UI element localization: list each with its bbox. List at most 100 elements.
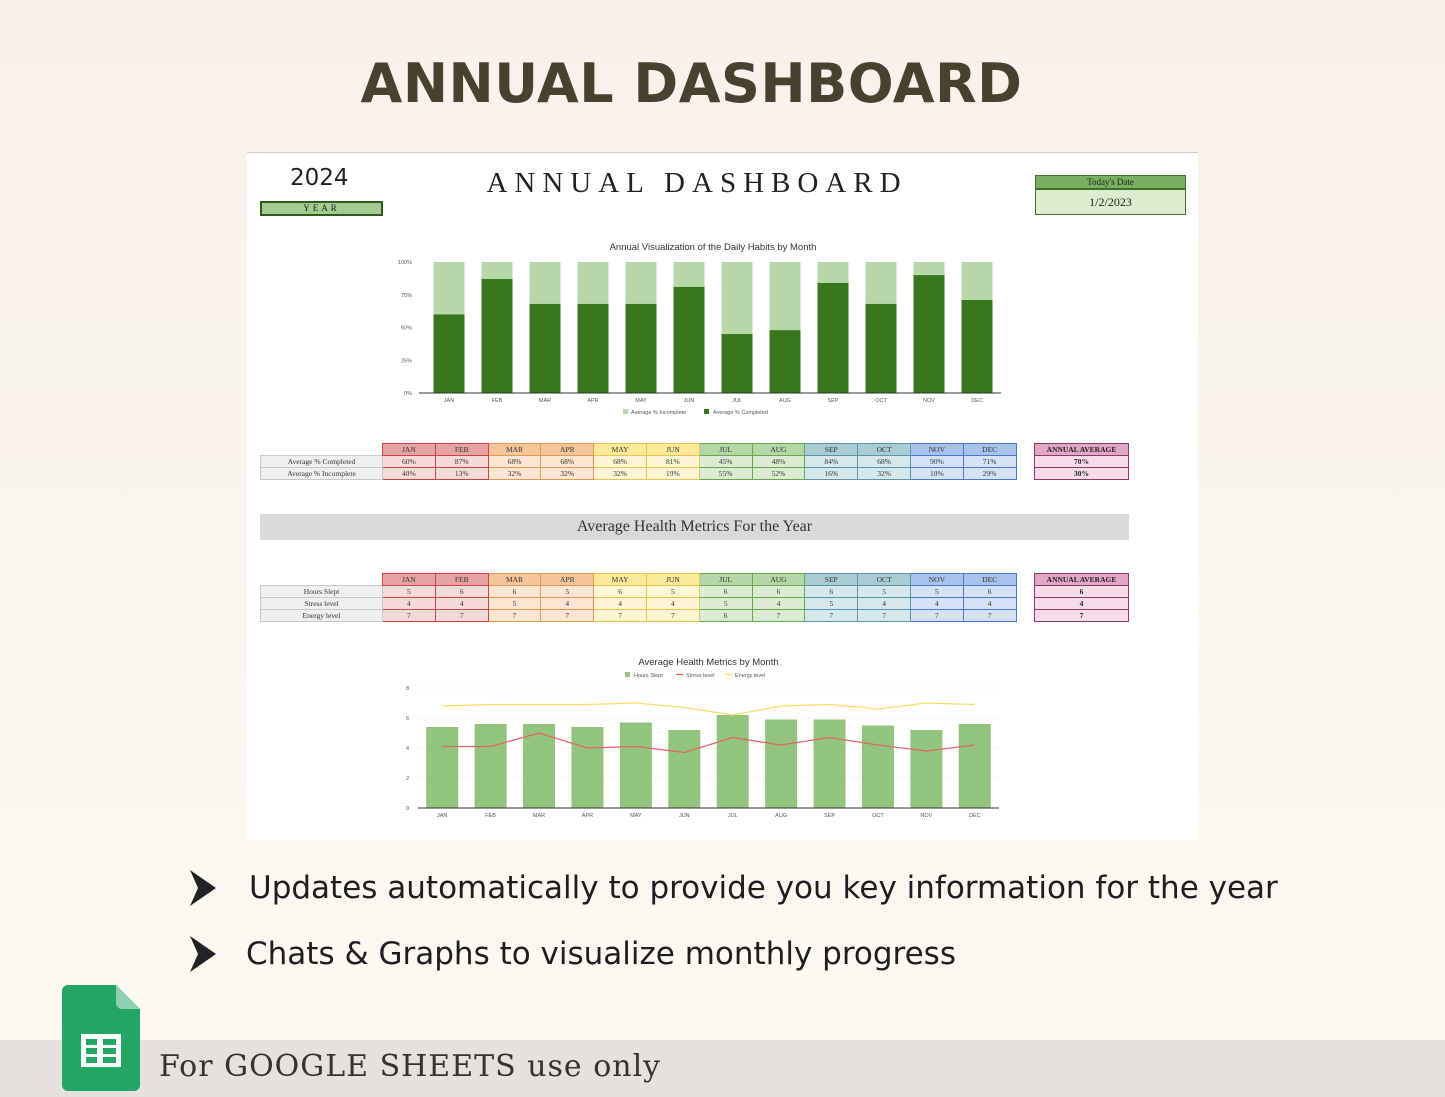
data-cell[interactable]: 48% bbox=[751, 455, 806, 468]
y-tick-label: 100% bbox=[398, 260, 412, 266]
data-cell[interactable]: 4 bbox=[962, 597, 1017, 610]
month-header: AUG bbox=[751, 443, 806, 456]
row-label: Hours Slept bbox=[260, 585, 383, 598]
bar-incomplete bbox=[577, 262, 609, 304]
month-header: NOV bbox=[909, 443, 964, 456]
data-cell[interactable]: 5 bbox=[804, 597, 859, 610]
data-cell[interactable]: 19% bbox=[645, 467, 700, 480]
data-cell[interactable]: 55% bbox=[698, 467, 753, 480]
data-cell[interactable]: 5 bbox=[857, 585, 911, 598]
data-cell[interactable]: 10% bbox=[909, 467, 964, 480]
month-header: JUN bbox=[645, 443, 700, 456]
annual-average-cell[interactable]: 4 bbox=[1034, 597, 1129, 610]
data-cell[interactable]: 13% bbox=[434, 467, 489, 480]
data-cell[interactable]: 68% bbox=[593, 455, 647, 468]
data-cell[interactable]: 60% bbox=[382, 455, 436, 468]
dashboard-sheet: 2024 YEAR ANNUAL DASHBOARD Today's Date … bbox=[247, 152, 1198, 840]
data-cell[interactable]: 7 bbox=[434, 609, 489, 622]
month-header: MAY bbox=[593, 443, 647, 456]
data-cell[interactable]: 7 bbox=[909, 609, 964, 622]
data-cell[interactable]: 16% bbox=[804, 467, 859, 480]
data-cell[interactable]: 5 bbox=[487, 597, 542, 610]
data-cell[interactable]: 32% bbox=[487, 467, 542, 480]
data-cell[interactable]: 5 bbox=[909, 585, 964, 598]
data-cell[interactable]: 6 bbox=[434, 585, 489, 598]
data-cell[interactable]: 6 bbox=[698, 585, 753, 598]
footer-text: For GOOGLE SHEETS use only bbox=[159, 1049, 662, 1084]
bullet-text: Chats & Graphs to visualize monthly prog… bbox=[246, 936, 956, 972]
data-cell[interactable]: 4 bbox=[540, 597, 595, 610]
data-cell[interactable]: 6 bbox=[487, 585, 542, 598]
data-cell[interactable]: 6 bbox=[593, 585, 647, 598]
x-tick-label: MAY bbox=[635, 398, 647, 404]
data-cell[interactable]: 6 bbox=[962, 585, 1017, 598]
bar-incomplete bbox=[625, 262, 657, 304]
bar-incomplete bbox=[769, 262, 801, 331]
data-cell[interactable]: 7 bbox=[540, 609, 595, 622]
data-cell[interactable]: 81% bbox=[645, 455, 700, 468]
annual-average-cell[interactable]: 70% bbox=[1034, 455, 1129, 468]
data-cell[interactable]: 6 bbox=[804, 585, 859, 598]
data-cell[interactable]: 4 bbox=[645, 597, 700, 610]
month-header: MAR bbox=[487, 573, 542, 586]
x-tick-label: JUN bbox=[684, 398, 695, 404]
data-cell[interactable]: 68% bbox=[857, 455, 911, 468]
data-cell[interactable]: 84% bbox=[804, 455, 859, 468]
data-cell[interactable]: 32% bbox=[540, 467, 595, 480]
data-cell[interactable]: 7 bbox=[382, 609, 436, 622]
data-cell[interactable]: 5 bbox=[382, 585, 436, 598]
data-cell[interactable]: 29% bbox=[962, 467, 1017, 480]
data-cell[interactable]: 6 bbox=[751, 585, 806, 598]
data-cell[interactable]: 52% bbox=[751, 467, 806, 480]
x-tick-label: NOV bbox=[920, 813, 932, 819]
data-cell[interactable]: 7 bbox=[857, 609, 911, 622]
data-cell[interactable]: 40% bbox=[382, 467, 436, 480]
data-cell[interactable]: 5 bbox=[645, 585, 700, 598]
bar-completed bbox=[673, 286, 705, 393]
data-cell[interactable]: 6 bbox=[698, 609, 753, 622]
annual-average-cell[interactable]: 7 bbox=[1034, 609, 1129, 622]
data-cell[interactable]: 32% bbox=[593, 467, 647, 480]
data-cell[interactable]: 4 bbox=[382, 597, 436, 610]
data-cell[interactable]: 71% bbox=[962, 455, 1017, 468]
data-cell[interactable]: 87% bbox=[434, 455, 489, 468]
x-tick-label: MAR bbox=[539, 398, 551, 404]
data-cell[interactable]: 4 bbox=[751, 597, 806, 610]
data-cell[interactable]: 45% bbox=[698, 455, 753, 468]
data-cell[interactable]: 4 bbox=[857, 597, 911, 610]
data-cell[interactable]: 7 bbox=[751, 609, 806, 622]
y-tick-label: 2 bbox=[406, 776, 409, 782]
data-cell[interactable]: 68% bbox=[487, 455, 542, 468]
data-cell[interactable]: 4 bbox=[593, 597, 647, 610]
month-header: DEC bbox=[962, 443, 1017, 456]
data-cell[interactable]: 90% bbox=[909, 455, 964, 468]
data-cell[interactable]: 7 bbox=[645, 609, 700, 622]
data-cell[interactable]: 4 bbox=[434, 597, 489, 610]
table-row: Hours Slept 5 6 6 5 6 5 6 6 6 5 5 6 bbox=[260, 585, 1017, 598]
table-row: Stress level 4 4 5 4 4 4 5 4 5 4 4 4 bbox=[260, 597, 1017, 610]
x-tick-label: OCT bbox=[872, 813, 884, 819]
legend-label: Average % Incomplete bbox=[631, 410, 686, 416]
data-cell[interactable]: 7 bbox=[804, 609, 859, 622]
data-cell[interactable]: 5 bbox=[540, 585, 595, 598]
x-tick-label: DEC bbox=[971, 398, 983, 404]
data-cell[interactable]: 32% bbox=[857, 467, 911, 480]
annual-average-cell[interactable]: 6 bbox=[1034, 585, 1129, 598]
data-cell[interactable]: 5 bbox=[698, 597, 753, 610]
data-cell[interactable]: 7 bbox=[487, 609, 542, 622]
todays-date-value[interactable]: 1/2/2023 bbox=[1035, 189, 1186, 215]
data-cell[interactable]: 7 bbox=[962, 609, 1017, 622]
y-tick-label: 25% bbox=[401, 358, 412, 364]
x-tick-label: AUG bbox=[775, 813, 787, 819]
bar-hours-slept bbox=[426, 727, 459, 808]
bar-hours-slept bbox=[716, 715, 749, 808]
annual-average-cell[interactable]: 30% bbox=[1034, 467, 1129, 480]
month-header: JUL bbox=[698, 573, 753, 586]
bullet-text: Updates automatically to provide you key… bbox=[249, 870, 1278, 906]
data-cell[interactable]: 68% bbox=[540, 455, 595, 468]
x-tick-label: JUL bbox=[732, 398, 742, 404]
bar-completed bbox=[769, 330, 801, 393]
year-value[interactable]: 2024 bbox=[290, 165, 349, 191]
data-cell[interactable]: 7 bbox=[593, 609, 647, 622]
data-cell[interactable]: 4 bbox=[909, 597, 964, 610]
